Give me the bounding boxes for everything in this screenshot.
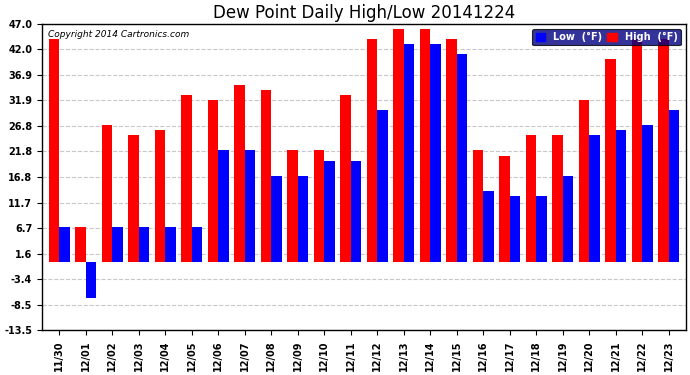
Bar [181,95,192,262]
Text: Copyright 2014 Cartronics.com: Copyright 2014 Cartronics.com [48,30,190,39]
Bar [297,176,308,262]
Bar [473,150,483,262]
Bar [377,110,388,262]
Bar [245,150,255,262]
Bar [578,100,589,262]
Bar [446,39,457,262]
Bar [393,29,404,262]
Bar [562,176,573,262]
Bar [366,39,377,262]
Bar [75,226,86,262]
Bar [208,100,218,262]
Bar [589,135,600,262]
Bar [59,226,70,262]
Bar [552,135,562,262]
Bar [669,110,679,262]
Bar [165,226,176,262]
Bar [234,85,245,262]
Bar [287,150,297,262]
Bar [271,176,282,262]
Bar [155,130,165,262]
Bar [192,226,202,262]
Title: Dew Point Daily High/Low 20141224: Dew Point Daily High/Low 20141224 [213,4,515,22]
Bar [218,150,228,262]
Bar [430,44,441,262]
Bar [48,39,59,262]
Bar [261,90,271,262]
Bar [420,29,430,262]
Bar [404,44,414,262]
Bar [112,226,123,262]
Bar [101,125,112,262]
Bar [351,160,361,262]
Bar [605,59,615,262]
Bar [615,130,627,262]
Bar [510,196,520,262]
Bar [642,125,653,262]
Bar [526,135,536,262]
Bar [139,226,149,262]
Bar [536,196,546,262]
Bar [86,262,96,297]
Bar [457,54,467,262]
Bar [483,191,494,262]
Bar [128,135,139,262]
Bar [658,39,669,262]
Bar [324,160,335,262]
Bar [631,39,642,262]
Bar [313,150,324,262]
Bar [499,156,510,262]
Legend: Low  (°F), High  (°F): Low (°F), High (°F) [532,28,681,45]
Bar [340,95,351,262]
